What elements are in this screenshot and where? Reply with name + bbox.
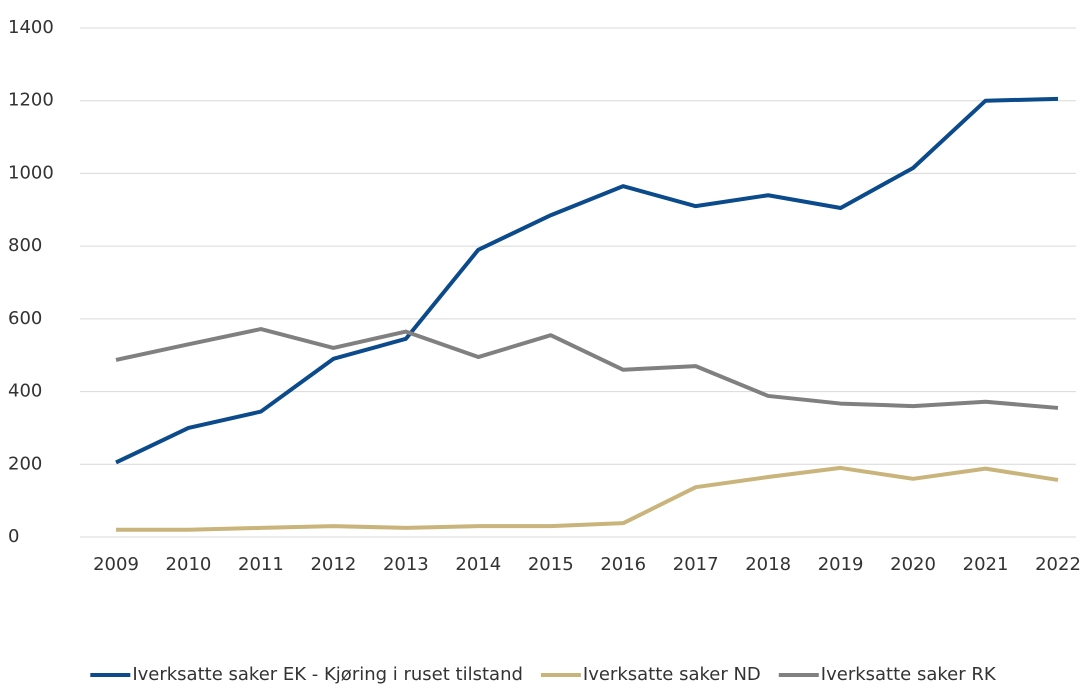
y-tick-label: 1200	[8, 90, 54, 111]
legend-label: Iverksatte saker RK	[821, 664, 997, 685]
x-tick-label: 2013	[383, 554, 429, 575]
legend-label: Iverksatte saker ND	[583, 664, 761, 685]
y-tick-label: 0	[8, 526, 19, 547]
x-tick-label: 2017	[673, 554, 719, 575]
x-tick-label: 2010	[166, 554, 212, 575]
x-tick-label: 2020	[890, 554, 936, 575]
x-tick-label: 2009	[93, 554, 139, 575]
line	[115, 327, 1059, 410]
x-tick-label: 2021	[963, 554, 1009, 575]
y-tick-label: 800	[8, 235, 42, 256]
y-tick-label: 200	[8, 453, 42, 474]
legend-label: Iverksatte saker EK - Kjøring i ruset ti…	[132, 664, 523, 685]
line	[115, 96, 1059, 465]
line	[116, 465, 1059, 532]
y-tick-label: 400	[8, 381, 42, 402]
x-tick-label: 2019	[818, 554, 864, 575]
x-tick-label: 2012	[310, 554, 356, 575]
y-tick-label: 1000	[8, 162, 54, 183]
y-tick-label: 600	[8, 308, 42, 329]
x-tick-label: 2022	[1035, 554, 1081, 575]
x-tick-label: 2014	[455, 554, 501, 575]
x-tick-label: 2018	[745, 554, 791, 575]
legend: Iverksatte saker EK - Kjøring i ruset ti…	[90, 664, 997, 685]
y-tick-label: 1400	[8, 17, 54, 38]
x-tick-label: 2016	[600, 554, 646, 575]
x-tick-label: 2011	[238, 554, 284, 575]
x-tick-label: 2015	[528, 554, 574, 575]
